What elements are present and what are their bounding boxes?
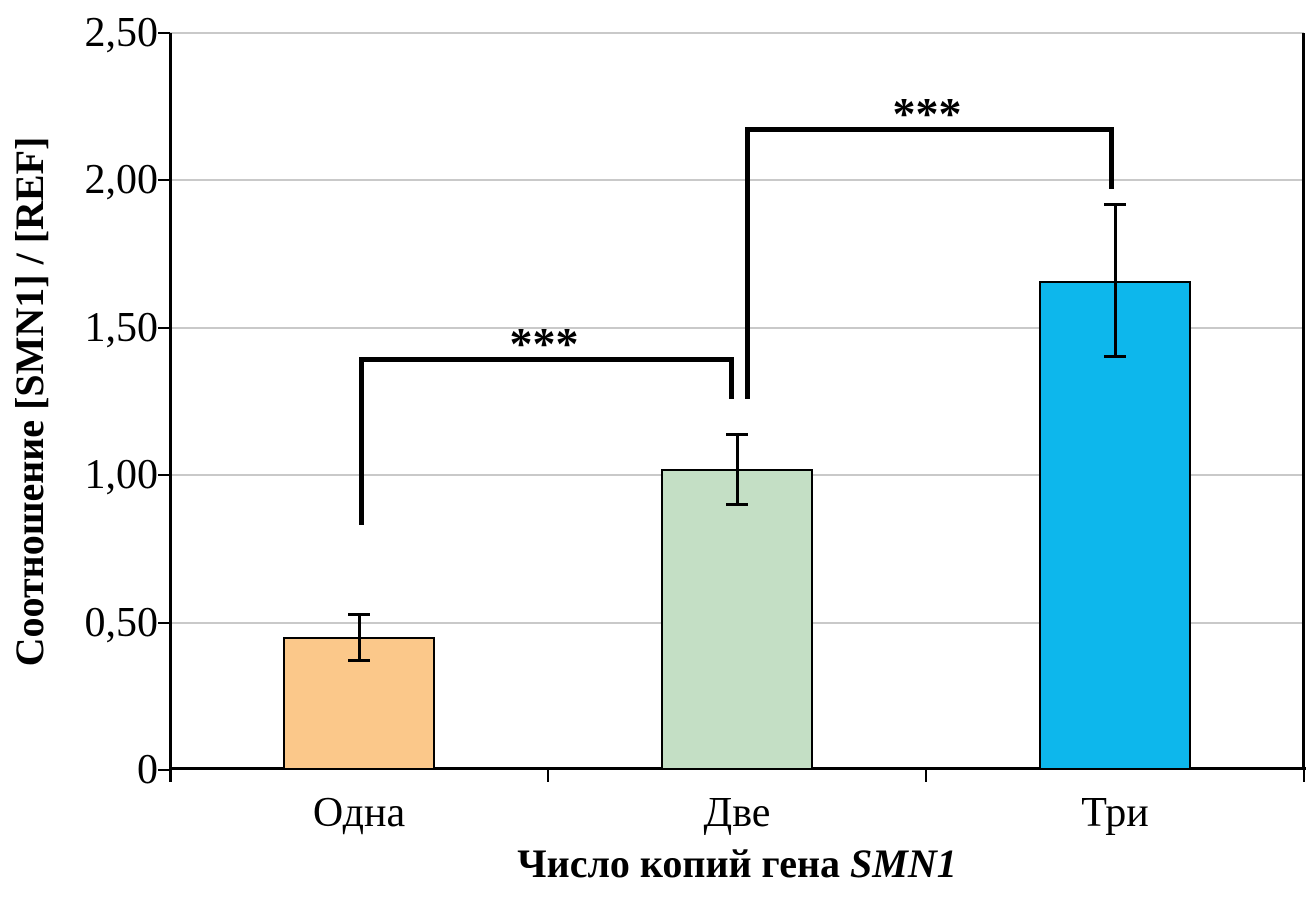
y-tick-label: 1,50 — [84, 304, 159, 351]
sig-bracket-right-drop-1 — [729, 357, 734, 399]
x-tick-mark — [547, 770, 549, 782]
y-tick-label: 0 — [137, 747, 158, 793]
sig-bracket-bar-1 — [359, 357, 734, 363]
sig-bracket-bar-2 — [745, 127, 1114, 133]
plot-area: 0 0,50 1,00 1,50 2,00 2,50 *** *** Одна Две Три — [85, 10, 1306, 836]
y-tick-mark — [158, 326, 170, 329]
y-tick-mark — [158, 474, 170, 477]
y-gridline — [170, 32, 1304, 34]
error-bar-cap-top-3 — [1104, 202, 1126, 206]
y-tick-mark — [158, 621, 170, 624]
error-bar-line-1 — [357, 613, 361, 661]
error-bar-cap-bottom-3 — [1104, 355, 1126, 359]
error-bar-cap-bottom-1 — [348, 658, 370, 662]
y-gridline — [170, 326, 1304, 329]
error-bar-cap-top-1 — [348, 612, 370, 616]
y-tick-mark — [158, 769, 170, 771]
x-axis-title-text-part: Число копий гена — [517, 841, 850, 886]
y-tick-label: 0,50 — [84, 599, 159, 646]
x-category-label-3: Три — [1081, 790, 1149, 836]
plot-right-border — [1302, 33, 1305, 770]
sig-label-1: *** — [509, 318, 579, 370]
y-tick-mark — [158, 179, 170, 182]
y-tick-mark — [158, 32, 170, 34]
y-gridline — [170, 179, 1304, 182]
x-category-label-2: Две — [703, 790, 771, 836]
y-axis-line — [168, 33, 172, 782]
sig-bracket-right-drop-2 — [1109, 127, 1114, 190]
y-tick-label: 1,00 — [84, 452, 159, 499]
sig-label-2: *** — [892, 88, 962, 140]
sig-bracket-left-drop-2 — [745, 127, 750, 399]
y-tick-label: 2,00 — [84, 157, 159, 204]
y-axis-title: Соотношение [SMN1] / [REF] — [7, 136, 52, 667]
x-tick-mark — [925, 770, 927, 782]
error-bar-cap-top-2 — [726, 432, 748, 436]
y-tick-label: 2,50 — [84, 10, 159, 56]
sig-bracket-left-drop-1 — [359, 357, 364, 526]
error-bar-line-3 — [1113, 203, 1117, 358]
bar-2 — [661, 469, 813, 770]
x-category-label-1: Одна — [312, 790, 406, 836]
error-bar-line-2 — [735, 433, 739, 505]
x-tick-mark — [1303, 770, 1305, 782]
x-axis-title-italic-part: SMN1 — [850, 841, 957, 886]
x-axis-title: Число копий гена SMN1 — [170, 840, 1304, 887]
error-bar-cap-bottom-2 — [726, 502, 748, 506]
